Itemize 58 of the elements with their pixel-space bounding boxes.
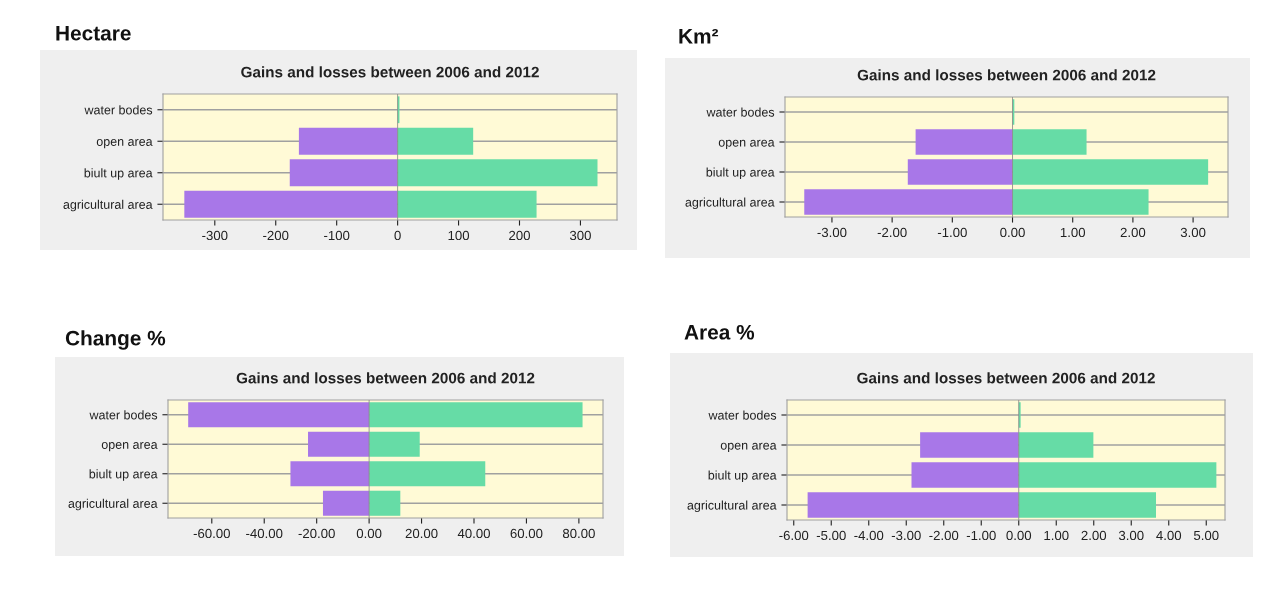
x-tick-label: 1.00 <box>1044 530 1069 541</box>
chart-title: Km² <box>679 28 719 44</box>
x-tick-label: -40.00 <box>246 528 283 539</box>
y-tick-label: open area <box>96 139 153 149</box>
chart-title: Change % <box>65 330 166 350</box>
x-tick-label: 0.00 <box>1000 227 1025 238</box>
x-tick-label: -20.00 <box>298 528 335 539</box>
x-tick-label: 80.00 <box>562 528 595 539</box>
y-tick-label: water bodes <box>708 410 777 420</box>
chart-title: Hectare <box>56 26 131 41</box>
x-tick-label: -6.00 <box>779 530 809 541</box>
chart-subtitle: Gains and losses between 2006 and 2012 <box>236 372 535 384</box>
y-tick-label: agricultural area <box>687 500 777 513</box>
x-tick-label: -100 <box>324 230 350 241</box>
x-tick-label: 300 <box>569 230 591 241</box>
chart-subtitle: Gains and losses between 2006 and 2012 <box>857 372 1155 384</box>
x-tick-label: -60.00 <box>193 528 230 539</box>
y-tick-label: water bodes <box>84 105 153 115</box>
chart-subtitle: Gains and losses between 2006 and 2012 <box>241 66 539 78</box>
x-tick-label: 4.00 <box>1156 530 1182 541</box>
x-tick-label: -4.00 <box>854 530 884 541</box>
y-tick-label: water bodes <box>89 410 158 420</box>
y-tick-label: agricultural area <box>63 199 153 212</box>
x-tick-label: 2.00 <box>1081 530 1107 541</box>
x-tick-label: -200 <box>263 230 289 241</box>
chart-title: Area % <box>684 324 755 340</box>
y-tick-label: agricultural area <box>685 197 775 210</box>
x-tick-label: 1.00 <box>1060 227 1086 238</box>
y-tick-label: open area <box>718 139 775 150</box>
x-tick-label: 3.00 <box>1118 530 1144 541</box>
y-tick-label: agricultural area <box>68 498 158 511</box>
x-tick-label: -1.00 <box>966 530 996 541</box>
x-tick-label: 5.00 <box>1193 530 1219 541</box>
x-tick-label: 0 <box>394 230 401 241</box>
x-tick-label: -5.00 <box>816 530 846 541</box>
x-tick-label: -3.00 <box>891 530 921 541</box>
x-tick-label: 200 <box>509 230 530 241</box>
x-tick-label: 3.00 <box>1180 227 1206 238</box>
x-tick-label: 20.00 <box>405 528 438 539</box>
y-tick-label: open area <box>720 442 777 453</box>
y-tick-label: biult up area <box>84 168 153 180</box>
y-tick-label: biult up area <box>89 469 158 481</box>
x-tick-label: -2.00 <box>929 530 959 541</box>
x-tick-label: 2.00 <box>1120 227 1146 238</box>
x-tick-label: 0.00 <box>356 528 382 539</box>
x-tick-label: -2.00 <box>877 227 907 238</box>
y-tick-label: biult up area <box>708 470 777 483</box>
x-tick-label: -3.00 <box>817 227 847 238</box>
x-tick-label: 40.00 <box>457 528 490 539</box>
x-tick-label: -300 <box>202 230 228 241</box>
chart-subtitle: Gains and losses between 2006 and 2012 <box>857 69 1156 81</box>
y-tick-label: biult up area <box>706 167 775 180</box>
x-tick-label: 60.00 <box>510 528 543 539</box>
x-tick-label: 0.00 <box>1006 530 1032 541</box>
y-tick-label: water bodes <box>706 107 775 117</box>
y-tick-label: open area <box>101 442 158 452</box>
x-tick-label: 100 <box>448 230 470 241</box>
x-tick-label: -1.00 <box>937 227 967 238</box>
